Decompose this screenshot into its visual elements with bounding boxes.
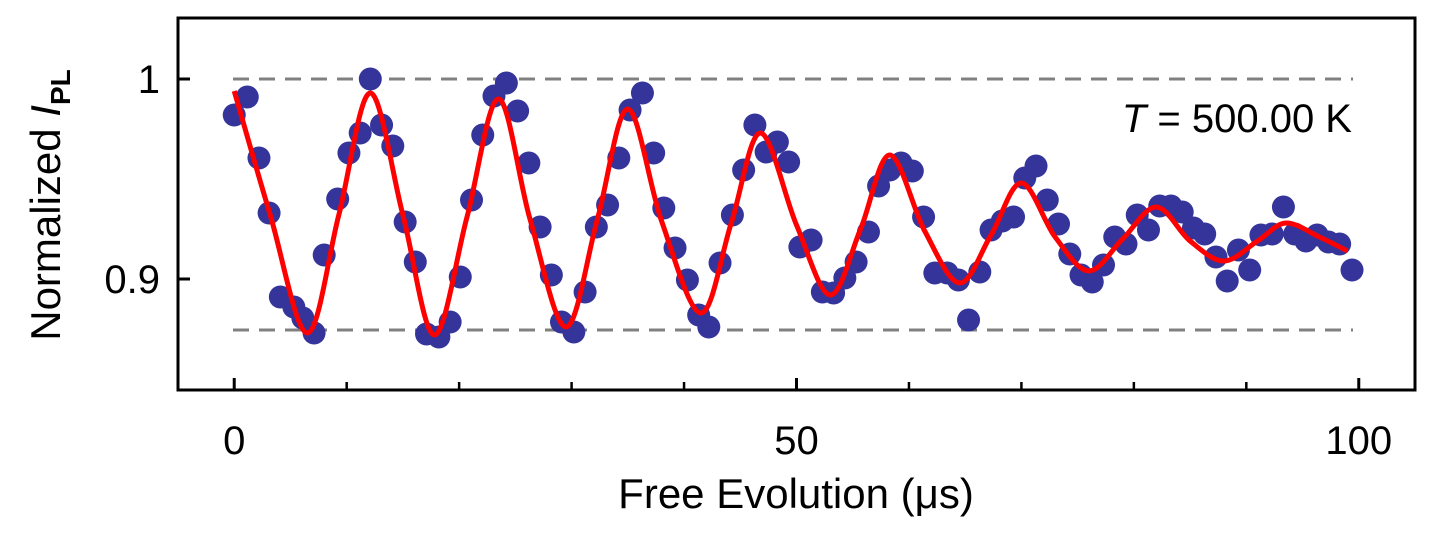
data-point — [1170, 200, 1194, 224]
y-label-text: Normalized — [22, 117, 69, 341]
data-point — [1340, 258, 1364, 282]
annotation: T = 500.00 K — [1122, 97, 1352, 141]
x-tick-label: 0 — [223, 419, 245, 463]
data-point — [1271, 195, 1295, 219]
y-tick-label: 0.9 — [104, 258, 160, 302]
fit-line — [231, 90, 1349, 338]
data-point — [900, 159, 924, 183]
data-point — [697, 315, 721, 339]
data-point — [1002, 205, 1026, 229]
data-point — [1035, 188, 1059, 212]
data-point — [358, 67, 382, 91]
data-point — [1080, 270, 1104, 294]
data-point — [777, 150, 801, 174]
data-point — [957, 308, 981, 332]
data-point — [1215, 269, 1239, 293]
y-label-subscript: PL — [45, 69, 76, 105]
data-point — [1024, 154, 1048, 178]
x-tick-label: 100 — [1325, 419, 1392, 463]
data-point — [562, 320, 586, 344]
data-point — [506, 99, 530, 123]
x-tick-label: 50 — [774, 419, 819, 463]
data-point — [630, 81, 654, 105]
data-point — [494, 71, 518, 95]
y-axis-label: Normalized IPL — [22, 69, 76, 341]
data-point — [1136, 218, 1160, 242]
y-tick-label: 1 — [138, 58, 160, 102]
data-point — [235, 85, 259, 109]
annotation-symbol: T — [1122, 97, 1149, 141]
annotation-text: = 500.00 K — [1146, 97, 1352, 141]
data-point — [302, 321, 326, 345]
y-label-symbol: I — [22, 105, 69, 117]
data-point — [1226, 238, 1250, 262]
data-point — [1238, 258, 1262, 282]
x-axis-label: Free Evolution (μs) — [618, 470, 974, 517]
data-point — [946, 268, 970, 292]
data-point — [517, 151, 541, 175]
data-point — [1193, 222, 1217, 246]
